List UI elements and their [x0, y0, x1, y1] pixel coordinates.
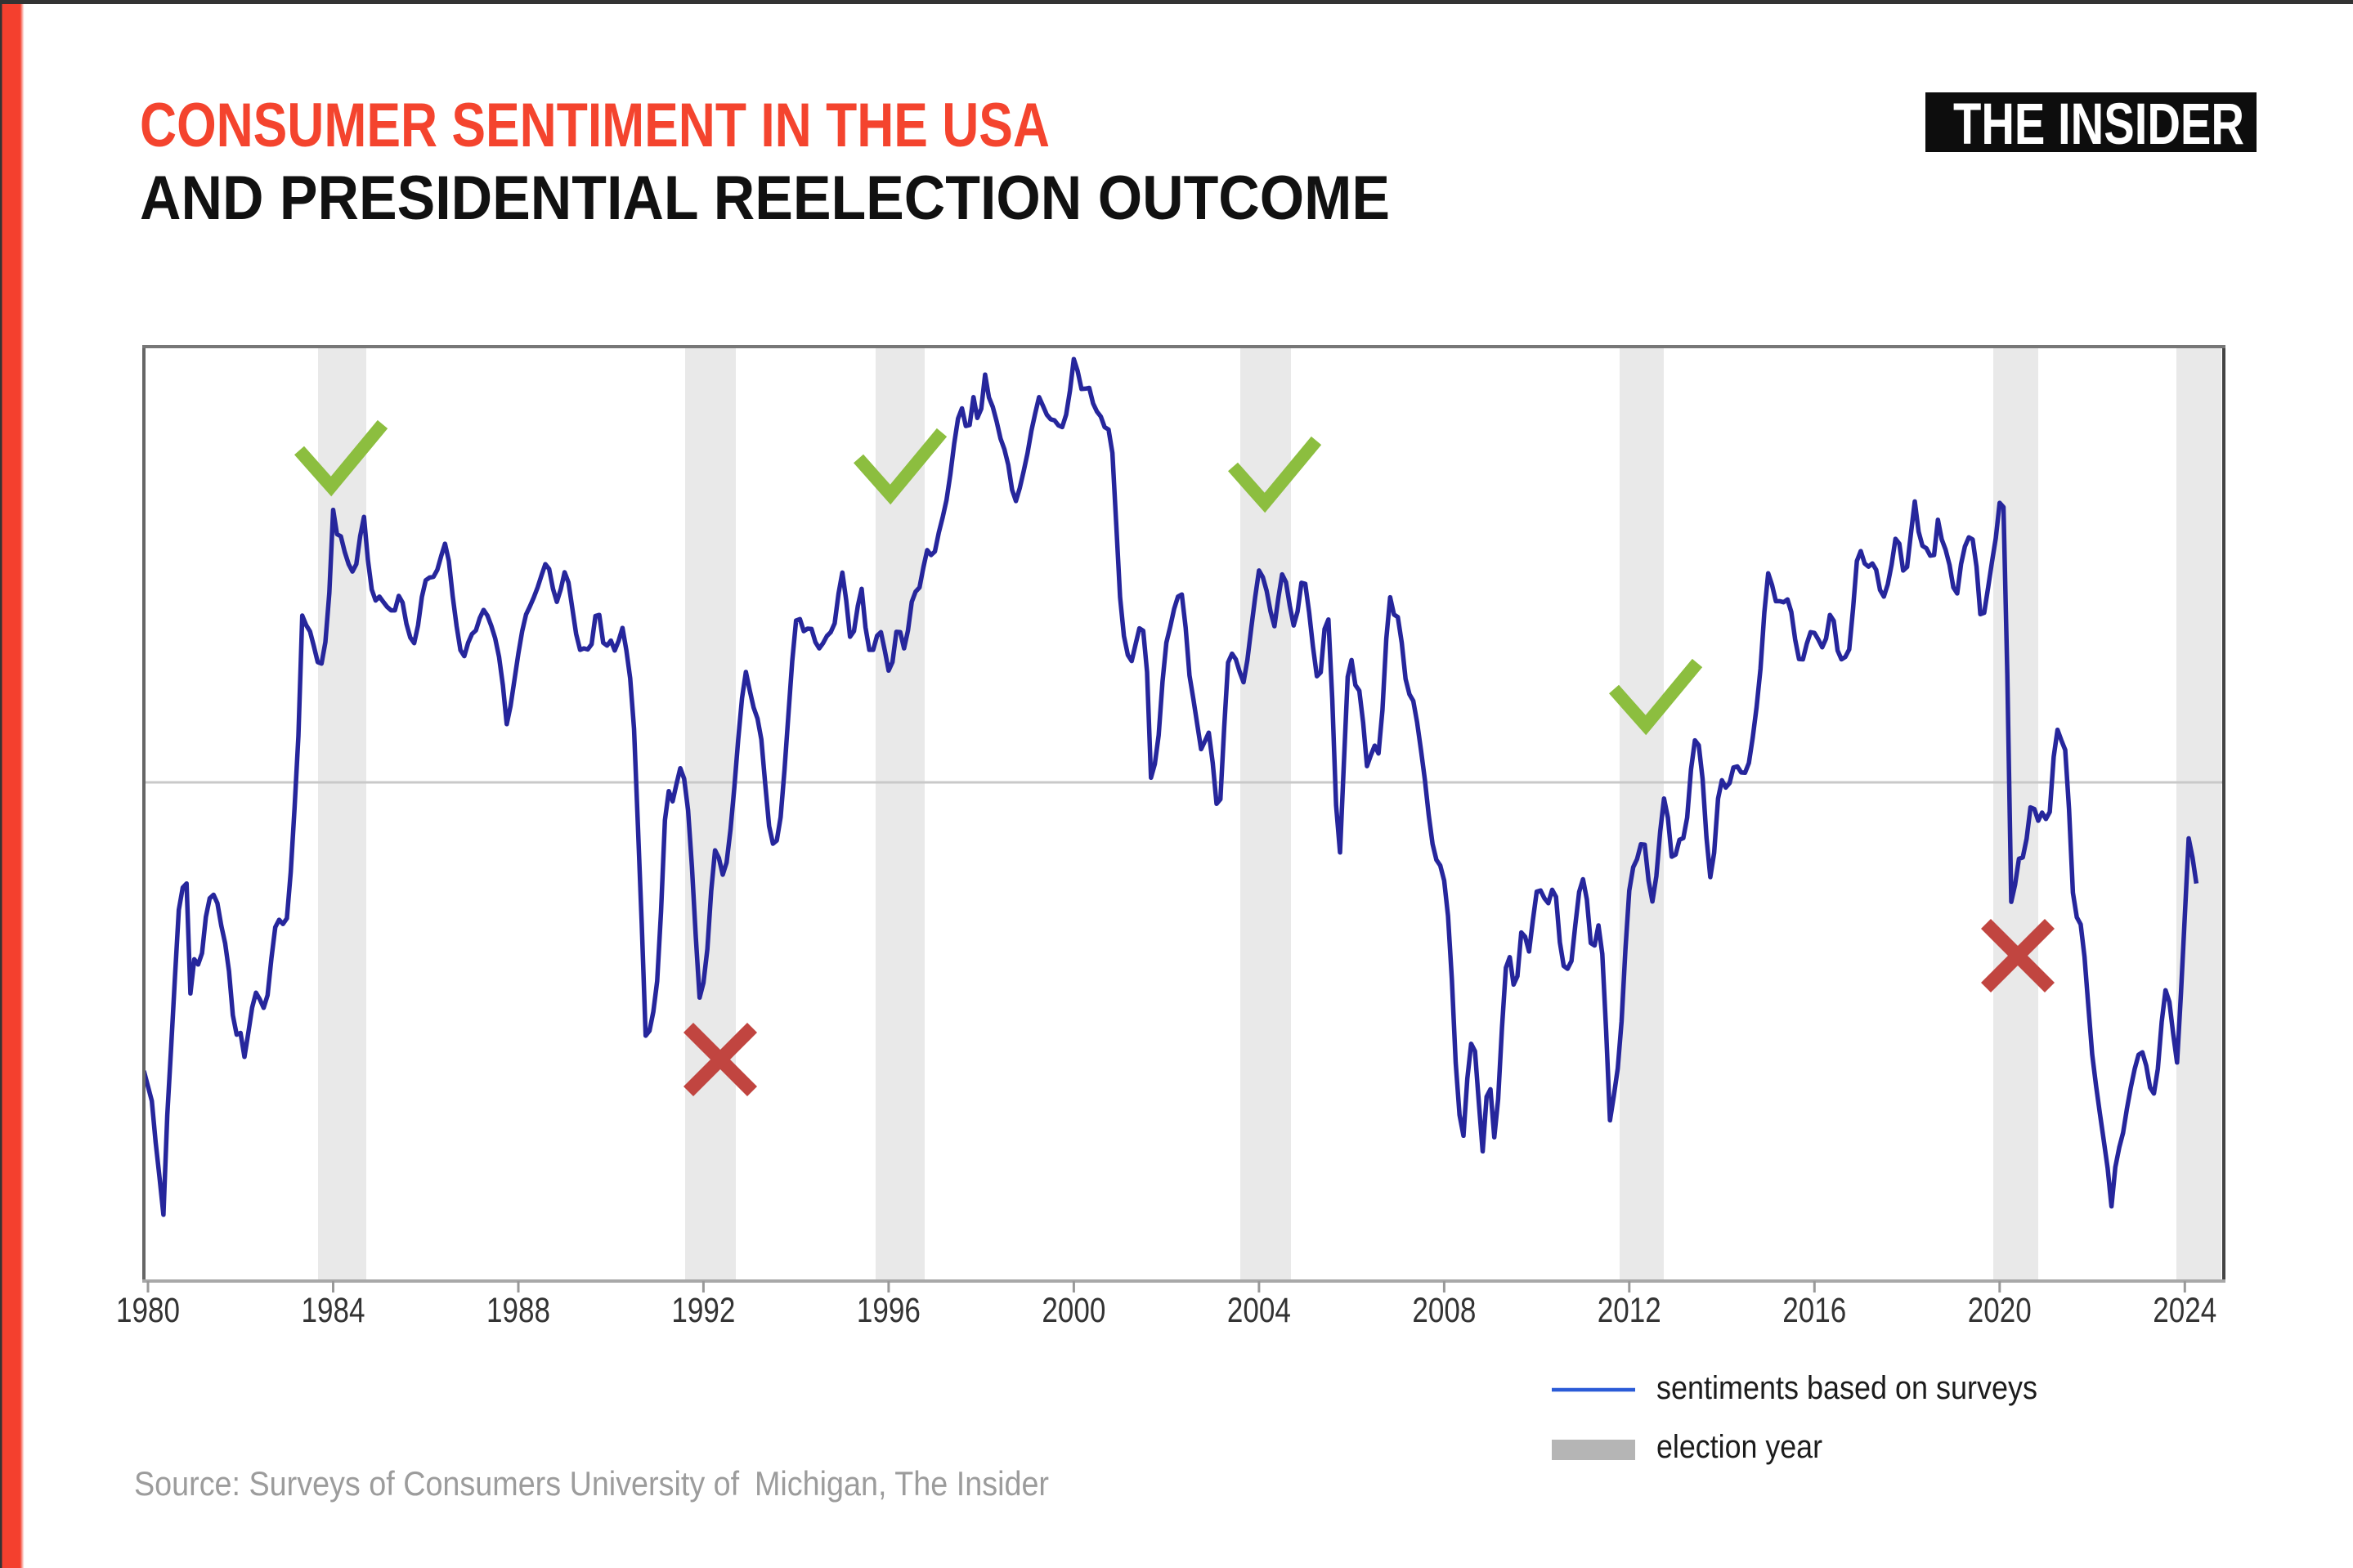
- svg-text:CONSUMER SENTIMENT IN THE USA: CONSUMER SENTIMENT IN THE USA: [140, 91, 1050, 160]
- svg-text:2004: 2004: [1227, 1291, 1291, 1330]
- svg-text:sentiments based on surveys: sentiments based on surveys: [1656, 1370, 2037, 1406]
- svg-text:2008: 2008: [1412, 1291, 1476, 1330]
- svg-text:1980: 1980: [116, 1291, 180, 1330]
- svg-text:1984: 1984: [302, 1291, 365, 1330]
- svg-text:Source: Surveys of Consumers U: Source: Surveys of Consumers University …: [134, 1464, 1049, 1503]
- svg-text:election year: election year: [1656, 1429, 1822, 1465]
- svg-text:2020: 2020: [1968, 1291, 2032, 1330]
- svg-text:2024: 2024: [2153, 1291, 2216, 1330]
- svg-text:2012: 2012: [1598, 1291, 1661, 1330]
- svg-text:1988: 1988: [486, 1291, 550, 1330]
- svg-text:AND PRESIDENTIAL REELECTION OU: AND PRESIDENTIAL REELECTION OUTCOME: [140, 164, 1390, 233]
- svg-text:2000: 2000: [1042, 1291, 1105, 1330]
- svg-text:1996: 1996: [857, 1291, 921, 1330]
- svg-text:1992: 1992: [671, 1291, 735, 1330]
- svg-text:THE INSIDER: THE INSIDER: [1953, 92, 2244, 157]
- svg-text:2016: 2016: [1782, 1291, 1846, 1330]
